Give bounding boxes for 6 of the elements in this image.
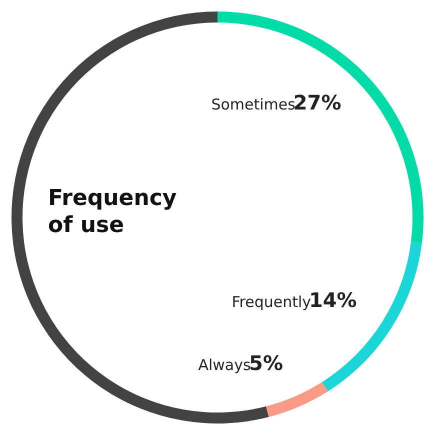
- slice-label: Sometimes: [211, 95, 296, 114]
- donut-slice: [266, 382, 328, 418]
- data-label: 5%: [249, 350, 284, 375]
- text: Frequency of use: [48, 186, 177, 238]
- slice-label: Always: [198, 356, 251, 374]
- slice-label: Frequently: [232, 292, 312, 311]
